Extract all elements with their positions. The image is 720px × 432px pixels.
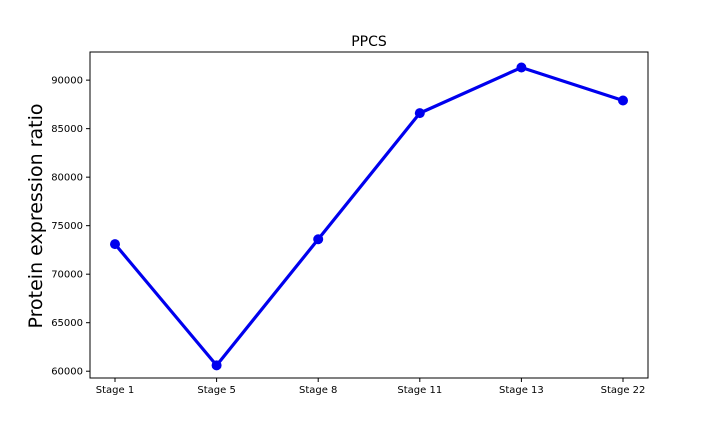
data-point <box>414 108 425 119</box>
y-tick-label: 75000 <box>51 221 83 232</box>
x-tick-label: Stage 8 <box>299 385 337 396</box>
data-point <box>211 360 222 371</box>
series-layer <box>110 62 628 371</box>
data-point <box>110 239 120 250</box>
y-tick-label: 70000 <box>51 270 83 281</box>
x-axis-ticks: Stage 1 Stage 5 Stage 8 Stage 11 Stage 13 Sta… <box>96 378 646 396</box>
data-point <box>516 62 527 73</box>
y-axis-label: Protein expression ratio <box>25 104 47 329</box>
x-tick-label: Stage 22 <box>601 385 646 396</box>
x-tick-label: Stage 11 <box>397 385 442 396</box>
plot-area-frame <box>89 51 649 379</box>
series-line <box>113 65 625 367</box>
x-tick-label: Stage 5 <box>197 385 235 396</box>
y-axis-ticks: 60000 65000 70000 75000 80000 85000 90000 <box>51 76 90 378</box>
x-tick-label: Stage 13 <box>499 385 544 396</box>
y-tick-label: 85000 <box>51 124 83 135</box>
y-tick-label: 90000 <box>51 76 83 87</box>
y-tick-label: 60000 <box>51 367 83 378</box>
x-tick-label: Stage 1 <box>96 385 134 396</box>
y-tick-label: 80000 <box>51 173 83 184</box>
chart-title: PPCS <box>351 34 387 50</box>
data-point <box>618 95 628 106</box>
data-point <box>313 234 324 245</box>
y-tick-label: 65000 <box>51 318 83 329</box>
